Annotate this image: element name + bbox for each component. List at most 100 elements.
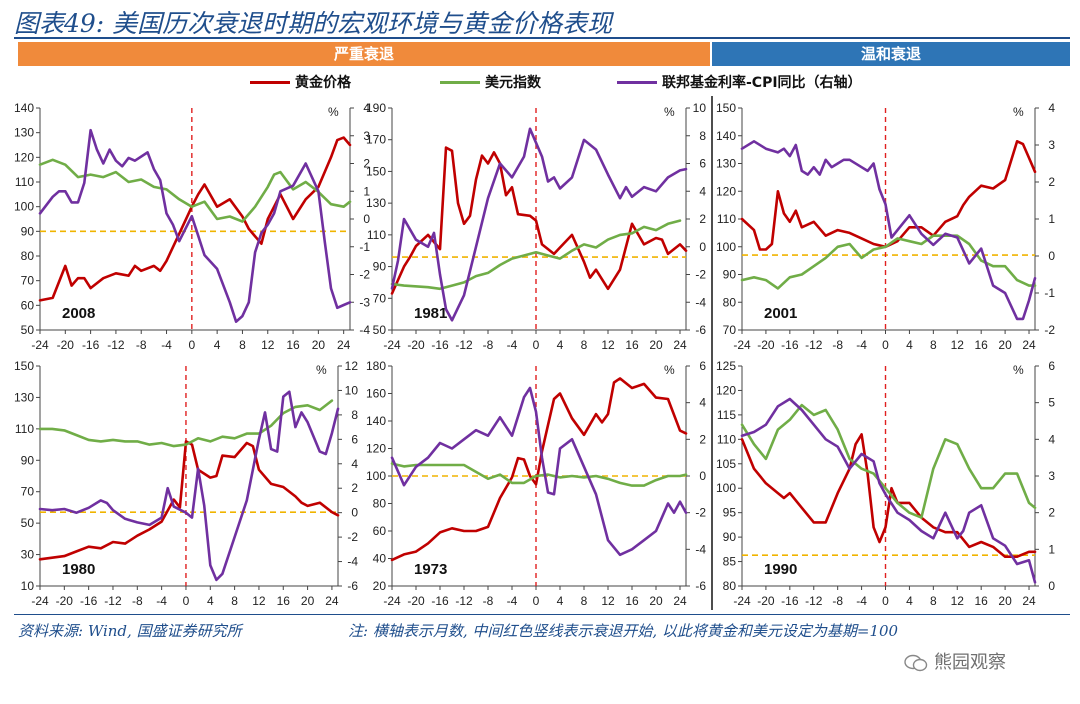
right-tick-label: 0 bbox=[699, 469, 706, 483]
left-tick-label: 70 bbox=[723, 323, 737, 337]
left-tick-label: 105 bbox=[716, 457, 736, 471]
right-tick-label: 3 bbox=[1048, 138, 1055, 152]
right-tick-label: 5 bbox=[1048, 396, 1055, 410]
left-tick-label: 180 bbox=[366, 359, 386, 373]
panel-year-label: 1981 bbox=[414, 305, 447, 322]
left-tick-label: 120 bbox=[716, 184, 736, 198]
right-tick-label: 10 bbox=[345, 383, 359, 397]
left-tick-label: 130 bbox=[14, 390, 34, 404]
x-tick-label: -16 bbox=[82, 338, 100, 352]
series-line-real-rate bbox=[740, 140, 1037, 321]
left-tick-label: 140 bbox=[14, 101, 34, 115]
x-tick-label: 8 bbox=[930, 594, 937, 608]
x-tick-label: 24 bbox=[325, 594, 339, 608]
x-tick-label: -12 bbox=[104, 594, 122, 608]
right-tick-label: -3 bbox=[359, 295, 370, 309]
footer-source: 资料来源: Wind, 国盛证券研究所 bbox=[18, 622, 242, 640]
series-line-usd bbox=[390, 219, 682, 291]
x-tick-label: -4 bbox=[856, 594, 867, 608]
right-axis-unit: % bbox=[664, 105, 675, 119]
x-tick-label: -8 bbox=[483, 594, 494, 608]
x-tick-label: -12 bbox=[455, 594, 473, 608]
right-tick-label: -6 bbox=[347, 579, 358, 593]
right-tick-label: 4 bbox=[363, 101, 370, 115]
series-line-usd bbox=[740, 234, 1037, 290]
x-tick-label: -8 bbox=[483, 338, 494, 352]
x-tick-label: 12 bbox=[261, 338, 275, 352]
x-tick-label: 20 bbox=[649, 338, 663, 352]
x-tick-label: 4 bbox=[214, 338, 221, 352]
legend-item-real-rate: 联邦基金利率-CPI同比（右轴） bbox=[617, 72, 862, 92]
left-tick-label: 115 bbox=[717, 408, 736, 422]
left-tick-label: 10 bbox=[21, 579, 35, 593]
left-tick-label: 80 bbox=[21, 249, 35, 263]
right-tick-label: 0 bbox=[699, 240, 706, 254]
x-tick-label: 0 bbox=[188, 338, 195, 352]
x-tick-label: 16 bbox=[975, 338, 989, 352]
left-tick-label: 100 bbox=[366, 469, 386, 483]
left-tick-label: 30 bbox=[21, 548, 35, 562]
x-tick-label: -16 bbox=[781, 338, 799, 352]
x-tick-label: 8 bbox=[581, 594, 588, 608]
x-tick-label: -12 bbox=[455, 338, 473, 352]
right-tick-label: -4 bbox=[347, 555, 358, 569]
legend-item-gold: 黄金价格 bbox=[250, 72, 351, 92]
x-tick-label: 16 bbox=[277, 594, 291, 608]
right-tick-label: 2 bbox=[699, 432, 706, 446]
right-tick-label: 3 bbox=[363, 129, 370, 143]
right-tick-label: -1 bbox=[359, 240, 370, 254]
right-tick-label: 0 bbox=[351, 506, 358, 520]
x-tick-label: -24 bbox=[733, 594, 751, 608]
watermark-text: 熊园观察 bbox=[934, 652, 1006, 673]
left-tick-label: 150 bbox=[14, 359, 34, 373]
x-tick-label: 16 bbox=[625, 338, 639, 352]
right-tick-label: 2 bbox=[1048, 175, 1055, 189]
right-tick-label: 0 bbox=[363, 212, 370, 226]
x-tick-label: 12 bbox=[951, 594, 965, 608]
left-tick-label: 110 bbox=[717, 212, 736, 226]
legend-label-real-rate: 联邦基金利率-CPI同比（右轴） bbox=[662, 75, 862, 91]
series-line-usd bbox=[38, 399, 334, 448]
x-tick-label: 16 bbox=[975, 594, 989, 608]
legend-label-usd: 美元指数 bbox=[485, 75, 541, 91]
right-tick-label: -4 bbox=[695, 542, 706, 556]
panel-year-label: 2008 bbox=[62, 305, 95, 322]
left-tick-label: 100 bbox=[716, 481, 736, 495]
legend-swatch-gold bbox=[250, 80, 290, 84]
x-tick-label: 24 bbox=[673, 594, 687, 608]
right-tick-label: -4 bbox=[695, 295, 706, 309]
right-axis-unit: % bbox=[316, 363, 327, 377]
legend-swatch-usd bbox=[440, 80, 480, 84]
left-tick-label: 160 bbox=[366, 387, 386, 401]
x-tick-label: 24 bbox=[337, 338, 351, 352]
series-line-gold bbox=[740, 433, 1037, 559]
left-tick-label: 120 bbox=[14, 150, 34, 164]
left-tick-label: 110 bbox=[15, 175, 34, 189]
right-axis-unit: % bbox=[664, 363, 675, 377]
left-tick-label: 150 bbox=[366, 164, 386, 178]
left-tick-label: 80 bbox=[723, 295, 737, 309]
x-tick-label: -16 bbox=[431, 338, 449, 352]
figure-title: 图表49: 美国历次衰退时期的宏观环境与黄金价格表现 bbox=[14, 9, 613, 38]
series-line-usd bbox=[740, 403, 1037, 519]
right-tick-label: 6 bbox=[699, 359, 706, 373]
x-tick-label: 4 bbox=[906, 338, 913, 352]
left-tick-label: 70 bbox=[21, 485, 35, 499]
right-tick-label: 4 bbox=[1048, 432, 1055, 446]
series-line-real-rate bbox=[740, 397, 1037, 584]
right-tick-label: 12 bbox=[345, 359, 359, 373]
x-tick-label: 8 bbox=[231, 594, 238, 608]
left-tick-label: 90 bbox=[723, 268, 737, 282]
x-tick-label: -12 bbox=[805, 594, 823, 608]
right-tick-label: -2 bbox=[347, 530, 358, 544]
right-tick-label: 2 bbox=[699, 212, 706, 226]
panel-year-label: 1990 bbox=[764, 561, 797, 578]
left-tick-label: 120 bbox=[366, 442, 386, 456]
right-tick-label: 2 bbox=[351, 481, 358, 495]
x-tick-label: -24 bbox=[31, 338, 49, 352]
left-tick-label: 40 bbox=[373, 552, 387, 566]
panel-year-label: 2001 bbox=[764, 305, 797, 322]
